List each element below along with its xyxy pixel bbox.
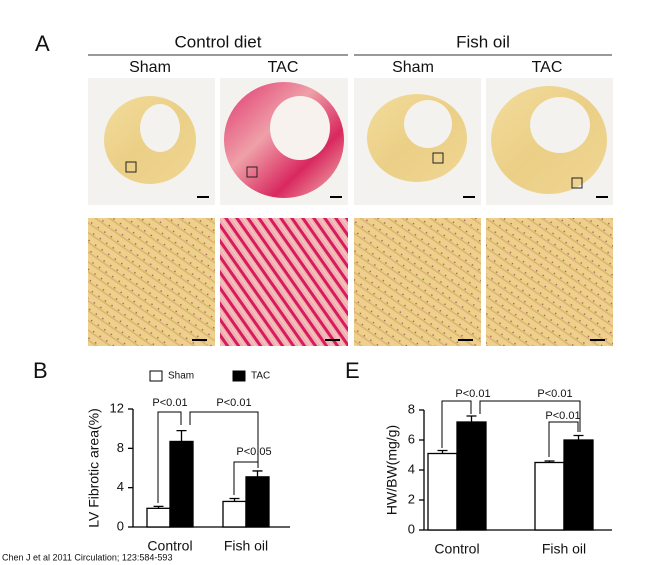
y-tick-label: 8 xyxy=(117,440,124,455)
panel-label: A xyxy=(35,31,50,56)
significance-bracket xyxy=(479,400,581,432)
histology-zoom xyxy=(88,218,613,346)
bar xyxy=(563,439,594,531)
legend-label: TAC xyxy=(251,371,270,382)
y-axis-title: LV Fibrotic area(%) xyxy=(86,408,102,528)
error-bar xyxy=(252,470,263,477)
y-tick-label: 0 xyxy=(408,521,415,536)
significance-label: P<0.01 xyxy=(455,388,490,400)
bar xyxy=(534,461,565,531)
x-tick-label: Control xyxy=(147,538,192,554)
legend-swatch xyxy=(232,370,246,382)
bar xyxy=(169,440,194,528)
significance-label: P<0.01 xyxy=(537,388,572,400)
y-tick-label: 8 xyxy=(408,401,415,416)
significance-bracket xyxy=(548,421,579,457)
y-tick-label: 4 xyxy=(408,461,415,476)
group-header: Control diet xyxy=(175,32,262,51)
x-tick-label: Fish oil xyxy=(224,538,268,554)
x-tick-label: Control xyxy=(434,541,479,557)
column-label: TAC xyxy=(532,59,563,76)
x-tick-label: Fish oil xyxy=(542,541,586,557)
significance-label: P<0.05 xyxy=(236,446,271,458)
significance-bracket xyxy=(189,411,259,466)
citation: Chen J et al 2011 Circulation; 123:584-5… xyxy=(2,552,172,562)
y-tick-label: 2 xyxy=(408,491,415,506)
legend-swatch xyxy=(149,370,163,382)
legend-label: Sham xyxy=(168,371,194,382)
significance-bracket xyxy=(233,461,259,495)
panel-label: E xyxy=(345,358,360,383)
y-tick-label: 0 xyxy=(117,518,124,533)
significance-label: P<0.01 xyxy=(152,397,187,409)
column-label: Sham xyxy=(129,59,171,76)
significance-bracket xyxy=(157,411,182,503)
bar xyxy=(456,421,487,531)
panel-label: B xyxy=(33,358,48,383)
significance-bracket xyxy=(441,400,472,448)
error-bar xyxy=(466,415,477,422)
group-header: Fish oil xyxy=(456,32,510,51)
y-tick-label: 4 xyxy=(117,479,124,494)
y-tick-label: 12 xyxy=(110,400,124,415)
error-bar xyxy=(573,434,584,440)
heart-sections xyxy=(88,78,613,205)
error-bar xyxy=(176,429,187,442)
column-label: Sham xyxy=(392,59,434,76)
significance-label: P<0.01 xyxy=(545,410,580,422)
bar xyxy=(222,500,247,528)
y-tick-label: 6 xyxy=(408,431,415,446)
y-axis-title: HW/BW(mg/g) xyxy=(384,425,400,515)
column-label: TAC xyxy=(268,59,299,76)
bar xyxy=(427,452,458,531)
significance-label: P<0.01 xyxy=(216,397,251,409)
bar xyxy=(146,507,171,528)
bar xyxy=(245,476,270,528)
